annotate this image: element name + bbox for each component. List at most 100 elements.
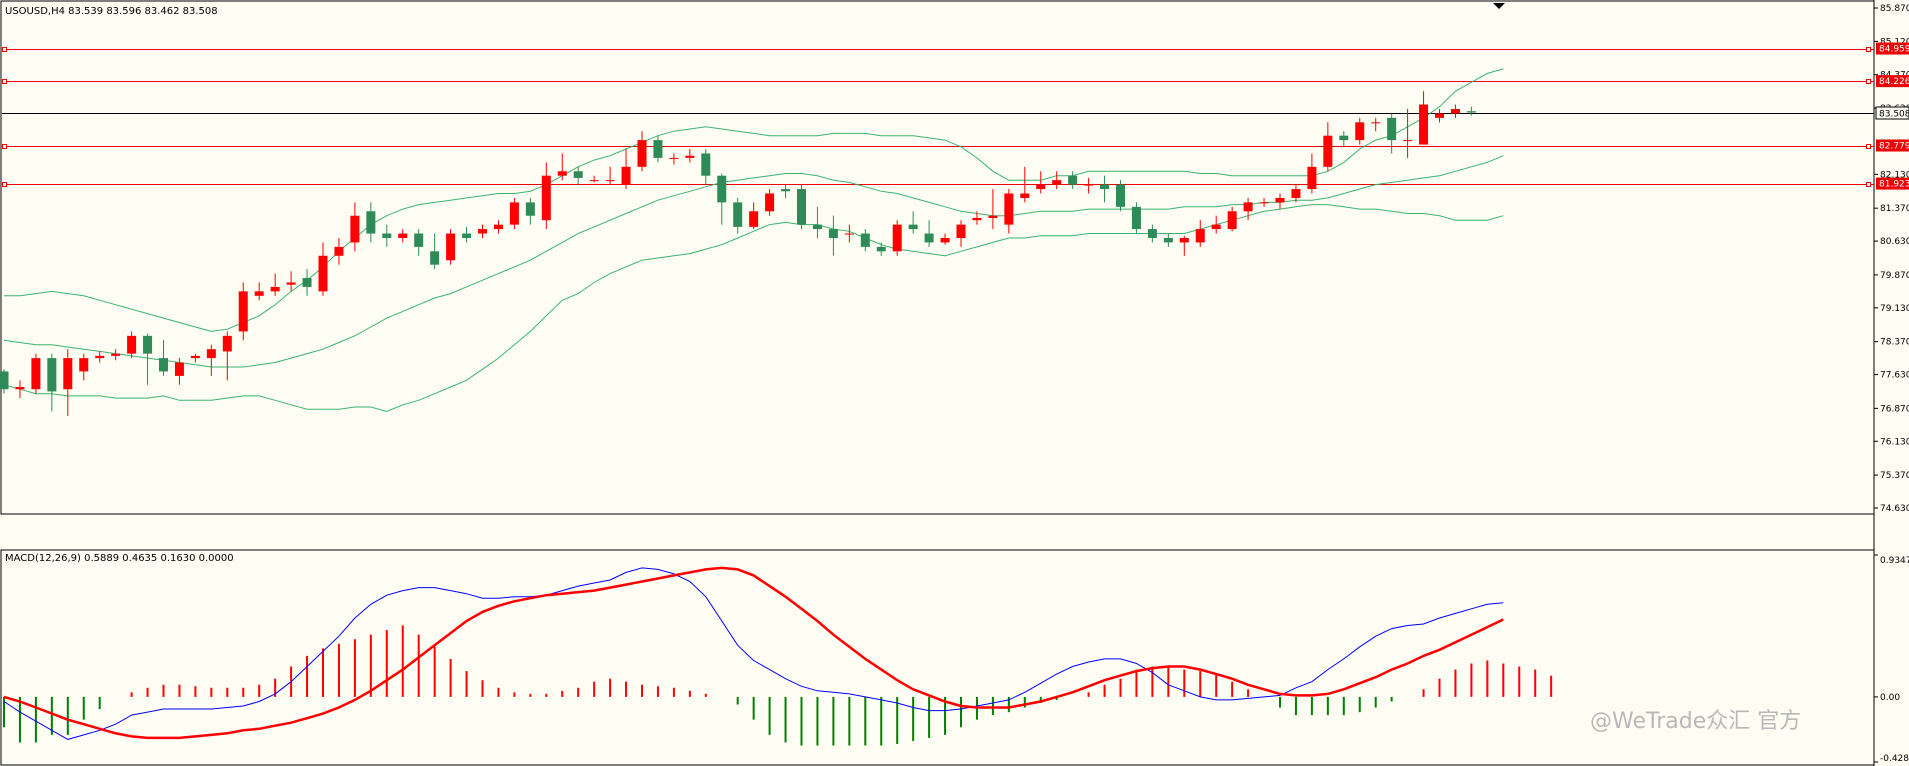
candle-body-48 <box>765 193 775 212</box>
candle-body-91 <box>1450 108 1460 114</box>
price-chart-title: USOUSD,H4 83.539 83.596 83.462 83.508 <box>5 6 218 17</box>
signal-line <box>3 566 1504 740</box>
candle-body-84 <box>1339 135 1349 141</box>
price-tick-label-0: 85.870 <box>1880 4 1909 14</box>
candle-body-63 <box>1004 193 1014 225</box>
hline-tag-1 <box>1876 75 1909 88</box>
candle-body-0 <box>0 371 9 390</box>
candle-body-72 <box>1147 229 1157 238</box>
candle-body-46 <box>733 202 743 227</box>
candle-body-83 <box>1323 135 1333 167</box>
candle-body-31 <box>493 224 503 230</box>
candle-body-6 <box>95 355 105 359</box>
bollinger-middle <box>3 155 1504 368</box>
candle-body-29 <box>462 233 472 238</box>
candle-body-7 <box>111 353 121 356</box>
candle-body-49 <box>781 189 791 192</box>
candle-body-19 <box>302 278 312 287</box>
candle-body-11 <box>174 362 184 376</box>
candle-body-55 <box>876 246 886 252</box>
hline-handle-left-1 <box>2 79 7 84</box>
candle-body-21 <box>334 246 344 256</box>
candle-body-35 <box>557 171 567 176</box>
candle-body-82 <box>1307 166 1317 190</box>
candle-body-2 <box>31 358 41 390</box>
price-tick-label-6: 80.630 <box>1880 237 1909 247</box>
candle-body-32 <box>509 202 519 225</box>
candle-body-78 <box>1243 202 1253 212</box>
candle-body-76 <box>1211 224 1221 230</box>
hline-handle-left-0 <box>2 47 7 52</box>
candle-body-14 <box>222 335 232 352</box>
candle-body-33 <box>525 202 535 216</box>
candle-body-50 <box>797 189 806 225</box>
chart-shift-marker[interactable] <box>1493 3 1505 9</box>
candle-body-3 <box>47 358 57 392</box>
macd-pane[interactable] <box>0 549 1875 766</box>
candle-body-16 <box>254 291 264 296</box>
candle-body-24 <box>382 233 392 238</box>
candle-body-38 <box>605 180 615 182</box>
candle-body-75 <box>1195 229 1205 243</box>
macd-line <box>3 567 1504 740</box>
candle-body-79 <box>1259 202 1269 204</box>
candle-body-4 <box>63 358 73 390</box>
candle-body-20 <box>318 255 328 292</box>
candle-body-47 <box>749 211 759 227</box>
candle-body-67 <box>1068 175 1078 185</box>
candle-body-61 <box>972 217 982 221</box>
candle-body-15 <box>238 291 248 332</box>
candle-body-39 <box>621 166 631 185</box>
candle-body-89 <box>1419 104 1429 145</box>
candle-body-36 <box>573 171 583 178</box>
candle-body-1 <box>15 387 25 390</box>
hline-handle-right-3 <box>1866 182 1871 187</box>
candle-body-45 <box>717 175 727 203</box>
candle-body-86 <box>1371 122 1381 124</box>
hline-tag-label-2: 82.779 <box>1879 142 1909 152</box>
candle-body-77 <box>1227 211 1237 230</box>
candle-body-17 <box>270 286 280 292</box>
candle-body-64 <box>1020 193 1030 198</box>
candle-body-81 <box>1291 189 1301 198</box>
price-tick-label-8: 79.130 <box>1880 304 1909 314</box>
candle-body-60 <box>956 224 966 238</box>
candle-body-88 <box>1403 140 1413 142</box>
candle-body-8 <box>127 335 137 354</box>
price-tick-label-7: 79.870 <box>1880 271 1909 281</box>
candle-body-28 <box>446 233 456 261</box>
price-tick-label-4: 82.130 <box>1880 170 1909 180</box>
price-tick-label-13: 75.370 <box>1880 471 1909 481</box>
bollinger-lower <box>3 204 1504 413</box>
current-price-label: 83.508 <box>1879 110 1909 120</box>
candle-body-9 <box>143 335 153 354</box>
candle-body-66 <box>1052 180 1062 185</box>
price-tick-label-9: 78.370 <box>1880 338 1909 348</box>
candle-body-65 <box>1036 184 1046 190</box>
candle-body-23 <box>366 211 376 234</box>
candle-body-34 <box>541 175 551 221</box>
candle-body-40 <box>637 140 647 167</box>
macd-tick-label-1: 0.00 <box>1880 693 1900 703</box>
candle-body-68 <box>1084 184 1094 186</box>
price-tick-label-14: 74.630 <box>1880 504 1909 514</box>
current-price-tag <box>1875 106 1909 120</box>
hline-tag-3 <box>1876 177 1909 190</box>
hline-handle-right-1 <box>1866 79 1871 84</box>
candle-body-51 <box>812 224 822 230</box>
candle-body-85 <box>1355 122 1365 141</box>
macd-tick-label-2: -0.4288 <box>1880 754 1909 764</box>
candle-body-5 <box>79 358 89 372</box>
candle-body-44 <box>701 153 711 176</box>
candle-body-59 <box>940 237 950 243</box>
candle-body-87 <box>1387 117 1397 141</box>
price-pane[interactable] <box>0 0 1875 515</box>
candle-body-42 <box>669 157 679 159</box>
candle-body-56 <box>892 224 902 252</box>
candle-body-70 <box>1116 184 1125 207</box>
candle-body-58 <box>924 233 934 243</box>
candle-body-53 <box>844 233 854 235</box>
candle-body-74 <box>1179 237 1189 243</box>
price-tick-label-10: 77.630 <box>1880 371 1909 381</box>
